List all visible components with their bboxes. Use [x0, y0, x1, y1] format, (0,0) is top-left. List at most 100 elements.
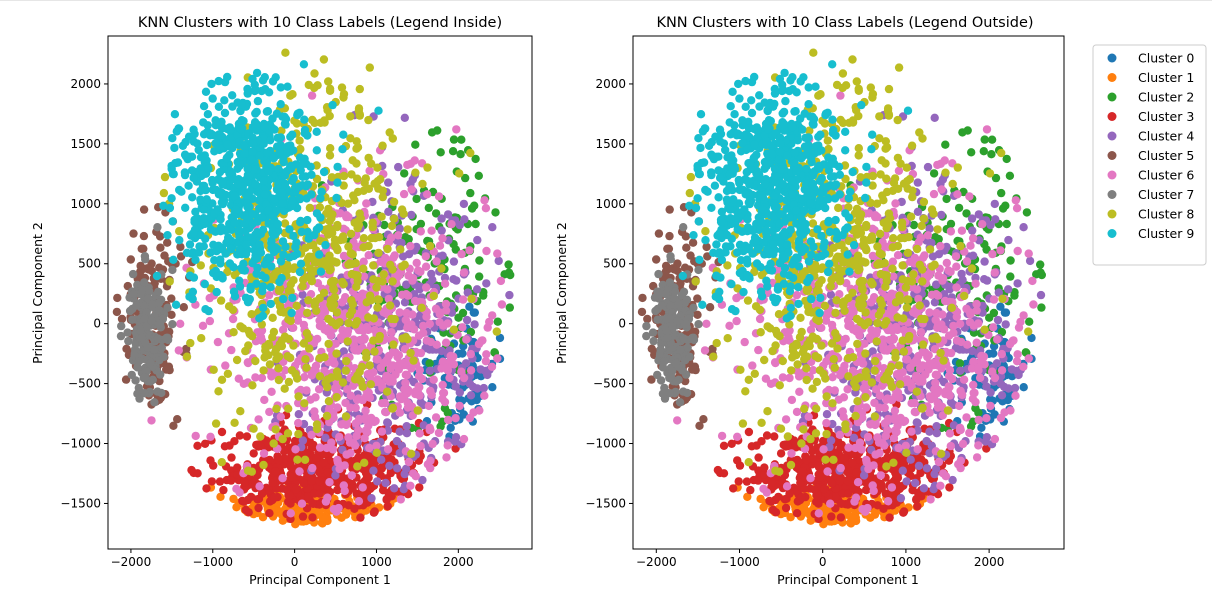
point-cluster-8 [425, 241, 435, 251]
point-cluster-2 [1037, 270, 1047, 280]
point-cluster-9 [199, 214, 208, 223]
point-cluster-6 [227, 345, 236, 355]
point-cluster-2 [470, 201, 479, 210]
point-cluster-4 [450, 437, 460, 446]
point-cluster-3 [767, 478, 777, 487]
point-cluster-5 [129, 229, 138, 238]
point-cluster-8 [378, 141, 387, 150]
point-cluster-6 [443, 415, 453, 425]
point-cluster-8 [230, 418, 239, 427]
point-cluster-9 [251, 180, 260, 189]
point-cluster-9 [306, 162, 315, 171]
point-cluster-9 [216, 259, 225, 268]
point-cluster-8 [423, 163, 432, 172]
point-cluster-8 [278, 307, 287, 316]
point-cluster-9 [272, 206, 281, 215]
point-cluster-2 [954, 203, 964, 213]
point-cluster-6 [416, 441, 425, 451]
point-cluster-2 [461, 173, 470, 183]
point-cluster-6 [457, 249, 466, 259]
point-cluster-8 [259, 366, 268, 375]
point-cluster-3 [233, 470, 242, 479]
point-cluster-9 [169, 255, 178, 264]
point-cluster-3 [240, 478, 249, 487]
point-cluster-8 [347, 306, 357, 316]
point-cluster-8 [272, 404, 281, 413]
point-cluster-2 [929, 169, 939, 178]
point-cluster-4 [451, 382, 460, 391]
point-cluster-8 [350, 270, 360, 280]
point-cluster-9 [220, 96, 229, 105]
point-cluster-2 [491, 208, 500, 217]
point-cluster-6 [408, 274, 418, 283]
point-cluster-9 [264, 88, 274, 97]
point-cluster-8 [409, 356, 418, 365]
point-cluster-4 [488, 223, 497, 232]
point-cluster-6 [438, 380, 447, 390]
point-cluster-9 [201, 305, 210, 314]
point-cluster-9 [187, 166, 197, 175]
point-cluster-8 [365, 63, 374, 72]
point-cluster-6 [278, 474, 287, 483]
point-cluster-4 [470, 320, 479, 329]
point-cluster-8 [274, 364, 283, 373]
point-cluster-6 [291, 445, 300, 454]
point-cluster-8 [214, 387, 223, 396]
point-cluster-3 [835, 476, 845, 486]
point-cluster-7 [140, 373, 149, 382]
point-cluster-3 [386, 468, 395, 478]
point-cluster-8 [383, 387, 392, 396]
point-cluster-6 [465, 413, 475, 423]
point-cluster-9 [256, 248, 266, 257]
point-cluster-8 [286, 91, 295, 100]
point-cluster-1 [229, 494, 238, 504]
point-cluster-9 [199, 205, 208, 214]
point-cluster-9 [296, 218, 305, 227]
point-cluster-9 [185, 240, 195, 249]
point-cluster-9 [190, 217, 199, 227]
point-cluster-9 [201, 185, 210, 195]
point-cluster-4 [898, 466, 907, 475]
point-cluster-4 [997, 391, 1007, 400]
point-cluster-9 [159, 201, 168, 210]
point-cluster-6 [416, 348, 426, 358]
point-cluster-8 [305, 344, 314, 353]
point-cluster-4 [473, 384, 482, 393]
point-cluster-3 [308, 499, 317, 508]
point-cluster-7 [153, 223, 162, 232]
point-cluster-8 [293, 455, 302, 464]
point-cluster-9 [268, 230, 278, 239]
point-cluster-3 [820, 484, 829, 494]
point-cluster-9 [189, 125, 198, 134]
point-cluster-8 [312, 420, 322, 429]
point-cluster-6 [428, 439, 437, 449]
point-cluster-9 [317, 187, 326, 196]
point-cluster-7 [123, 328, 132, 337]
point-cluster-4 [407, 210, 416, 220]
point-cluster-3 [383, 502, 392, 511]
point-cluster-8 [351, 259, 360, 268]
point-cluster-6 [406, 159, 415, 168]
point-cluster-4 [402, 280, 411, 289]
point-cluster-8 [455, 169, 464, 178]
point-cluster-8 [352, 159, 361, 168]
point-cluster-8 [401, 333, 411, 342]
point-cluster-3 [270, 493, 279, 502]
point-cluster-4 [473, 235, 482, 245]
point-cluster-8 [330, 235, 340, 244]
point-cluster-2 [431, 209, 441, 218]
point-cluster-5 [112, 307, 122, 317]
point-cluster-8 [236, 407, 245, 416]
point-cluster-6 [487, 362, 497, 371]
point-cluster-9 [193, 139, 202, 148]
point-cluster-6 [213, 337, 223, 347]
point-cluster-9 [312, 146, 321, 155]
point-cluster-6 [382, 356, 392, 365]
point-cluster-6 [441, 299, 451, 309]
point-cluster-5 [179, 303, 188, 312]
point-cluster-8 [359, 234, 369, 243]
point-cluster-8 [307, 277, 317, 286]
point-cluster-6 [255, 482, 264, 491]
